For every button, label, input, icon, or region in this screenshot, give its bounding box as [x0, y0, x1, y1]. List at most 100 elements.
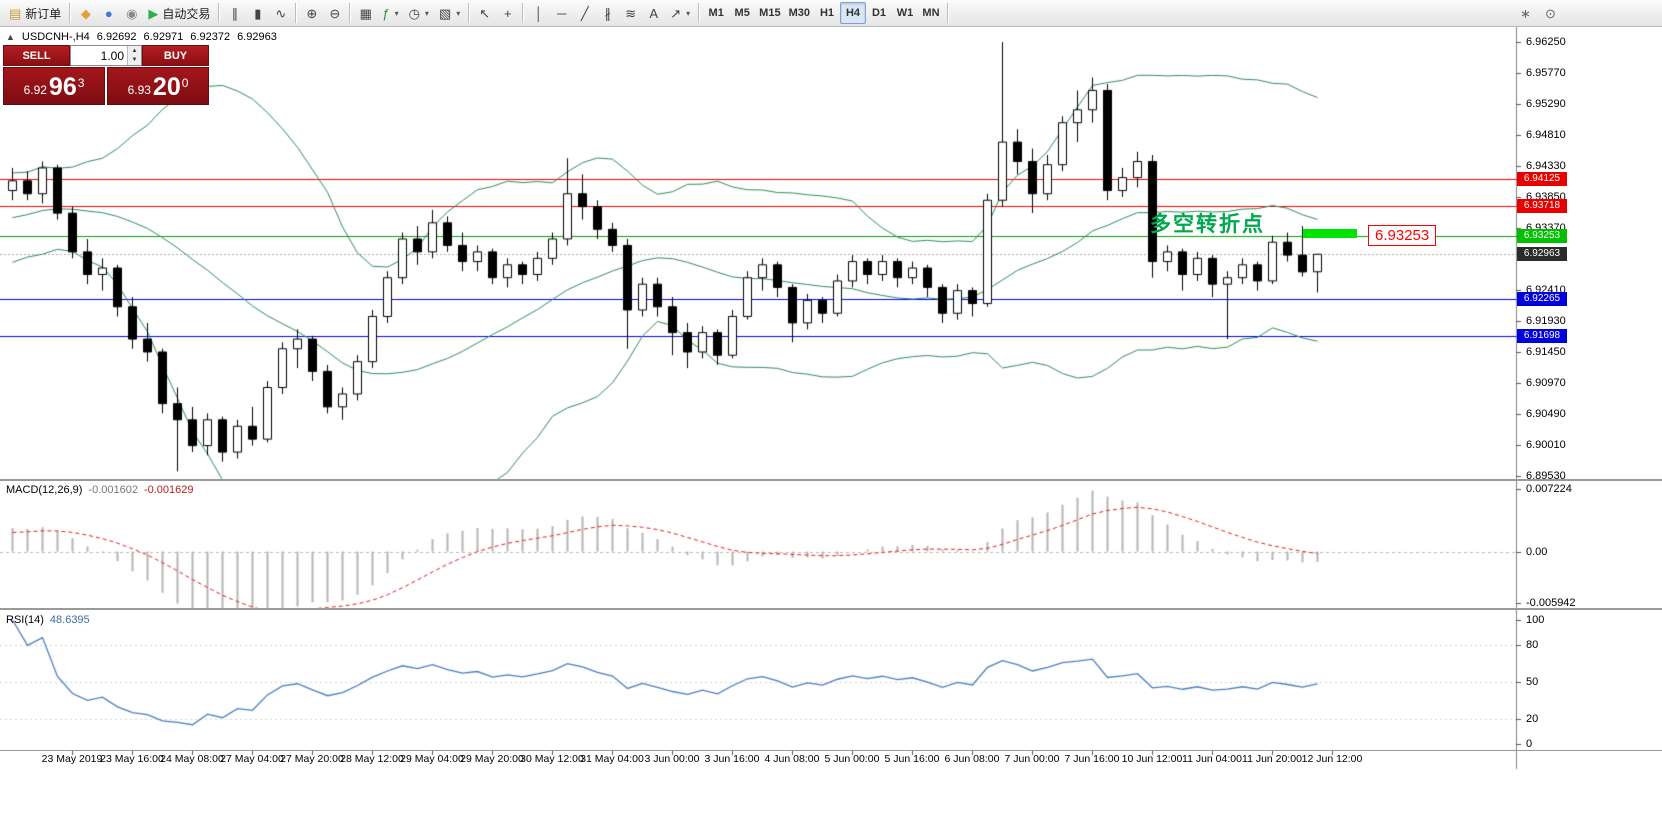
- one-click-trading-panel: SELL 1.00 ▲ ▼ BUY 6.92 96 3 6.93 20 0: [3, 45, 209, 105]
- arrows-tool-button[interactable]: ↗ ▾: [665, 2, 695, 24]
- panel-splitter[interactable]: [0, 479, 1662, 481]
- chart-ohlc-header: ▲ USDCNH-,H4 6.92692 6.92971 6.92372 6.9…: [6, 31, 277, 43]
- ohlc-high: 6.92971: [143, 31, 184, 43]
- vertical-line-icon: │: [534, 5, 543, 21]
- macd-header: MACD(12,26,9) -0.001602 -0.001629: [6, 484, 194, 496]
- rsi-axis-label: 50: [1526, 676, 1539, 688]
- price-axis-label: 6.94810: [1526, 129, 1566, 141]
- sell-price-pip: 3: [77, 76, 85, 90]
- timeframe-m1-button[interactable]: M1: [703, 2, 729, 24]
- price-axis-label: 6.90490: [1526, 408, 1566, 420]
- horizontal-line-button[interactable]: ─: [550, 2, 573, 24]
- line-chart-type-button[interactable]: ∿: [269, 2, 292, 24]
- channel-icon: ∦: [604, 5, 612, 21]
- buy-button[interactable]: BUY: [142, 45, 209, 66]
- timeframe-h4-button[interactable]: H4: [839, 2, 866, 24]
- price-axis-label: 6.95770: [1526, 67, 1566, 79]
- new-order-icon: ▤: [9, 5, 22, 21]
- auto-trading-button[interactable]: ▶ 自动交易: [143, 2, 215, 24]
- crosshair-button[interactable]: +: [496, 2, 519, 24]
- ohlc-open: 6.92692: [96, 31, 137, 43]
- buy-price-pip: 0: [181, 76, 189, 90]
- macd-axis-label: -0.005942: [1526, 597, 1576, 609]
- timeframe-m30-button[interactable]: M30: [785, 2, 814, 24]
- volume-down-button[interactable]: ▼: [128, 55, 141, 65]
- price-axis-label: 6.90970: [1526, 377, 1566, 389]
- annotation-text[interactable]: 多空转折点: [1150, 213, 1265, 236]
- price-line-tag: 6.93253: [1517, 229, 1567, 243]
- candlestick-type-button[interactable]: ▮: [246, 2, 269, 24]
- timeframe-m5-button[interactable]: M5: [729, 2, 755, 24]
- panel-splitter[interactable]: [0, 608, 1662, 610]
- favorites-button[interactable]: ∗: [1514, 2, 1537, 24]
- timeframe-m15-button[interactable]: M15: [755, 2, 784, 24]
- volume-control: 1.00 ▲ ▼: [70, 45, 142, 66]
- text-tool-button[interactable]: A: [642, 2, 665, 24]
- timeframe-w1-button[interactable]: W1: [892, 2, 918, 24]
- sell-button[interactable]: SELL: [3, 45, 70, 66]
- buy-price-big: 20: [152, 73, 181, 101]
- time-axis-label: 27 May 20:00: [280, 753, 344, 765]
- rsi-axis-label: 0: [1526, 738, 1533, 750]
- vertical-line-button[interactable]: │: [527, 2, 550, 24]
- algo-community-button[interactable]: ●: [97, 2, 120, 24]
- new-order-button-label: 新订单: [25, 6, 62, 21]
- time-axis-label: 28 May 12:00: [340, 753, 404, 765]
- search-button[interactable]: ⊙: [1539, 2, 1562, 24]
- support-button[interactable]: ◉: [120, 2, 143, 24]
- timeframe-h1-button[interactable]: H1: [814, 2, 840, 24]
- zoom-in-icon: ⊕: [306, 5, 318, 21]
- time-axis-border: [0, 750, 1662, 751]
- favorites-icon: ∗: [1520, 5, 1531, 21]
- symbol-label: USDCNH-,H4: [21, 31, 90, 43]
- price-line-tag: 6.94125: [1517, 172, 1567, 186]
- trendline-icon: ╱: [580, 5, 589, 21]
- metaeditor-button[interactable]: ◆: [74, 2, 97, 24]
- time-axis-label: 3 Jun 00:00: [644, 753, 700, 765]
- sell-price-prefix: 6.92: [23, 82, 47, 97]
- fibonacci-button[interactable]: ≋: [619, 2, 642, 24]
- highlight-segment[interactable]: [1303, 229, 1357, 238]
- zoom-out-button[interactable]: ⊖: [323, 2, 346, 24]
- buy-price-prefix: 6.93: [127, 82, 151, 97]
- new-order-button[interactable]: ▤ 新订单: [4, 2, 66, 24]
- time-axis-label: 4 Jun 08:00: [764, 753, 820, 765]
- templates-button[interactable]: ▧ ▾: [434, 2, 465, 24]
- fibonacci-icon: ≋: [625, 5, 637, 21]
- trendline-button[interactable]: ╱: [573, 2, 596, 24]
- price-axis-label: 6.91930: [1526, 315, 1566, 327]
- rsi-header: RSI(14) 48.6395: [6, 614, 90, 626]
- sell-price-display[interactable]: 6.92 96 3: [3, 67, 105, 105]
- price-line-tag: 6.91698: [1517, 329, 1567, 343]
- rsi-axis-label: 100: [1526, 614, 1545, 626]
- periods-button[interactable]: ◷ ▾: [404, 2, 434, 24]
- time-axis-label: 11 Jun 04:00: [1182, 753, 1242, 765]
- channel-button[interactable]: ∦: [596, 2, 619, 24]
- bar-chart-type-button[interactable]: ∥: [223, 2, 246, 24]
- volume-input[interactable]: 1.00: [100, 48, 124, 63]
- macd-label: MACD(12,26,9): [6, 484, 83, 496]
- tile-windows-button[interactable]: ▦: [354, 2, 377, 24]
- buy-price-display[interactable]: 6.93 20 0: [107, 67, 209, 105]
- macd-signal-value: -0.001629: [143, 484, 194, 496]
- time-axis-label: 7 Jun 00:00: [1004, 753, 1060, 765]
- time-axis-label: 5 Jun 16:00: [884, 753, 940, 765]
- rsi-value: 48.6395: [49, 614, 90, 626]
- direction-arrow-icon: ▲: [6, 32, 15, 42]
- chevron-down-icon: ▾: [686, 8, 691, 18]
- time-axis-label: 23 May 16:00: [100, 753, 164, 765]
- periods-icon: ◷: [408, 5, 420, 21]
- price-callout[interactable]: 6.93253: [1368, 225, 1437, 246]
- indicators-button[interactable]: ƒ ▾: [377, 2, 403, 24]
- volume-up-button[interactable]: ▲: [128, 46, 141, 56]
- cursor-button[interactable]: ↖: [473, 2, 496, 24]
- rsi-axis-label: 80: [1526, 639, 1539, 651]
- price-line-tag: 6.92265: [1517, 292, 1567, 306]
- timeframe-mn-button[interactable]: MN: [918, 2, 944, 24]
- zoom-in-button[interactable]: ⊕: [300, 2, 323, 24]
- price-axis-label: 6.95290: [1526, 98, 1566, 110]
- candlestick-type-icon: ▮: [254, 5, 262, 21]
- timeframe-d1-button[interactable]: D1: [866, 2, 892, 24]
